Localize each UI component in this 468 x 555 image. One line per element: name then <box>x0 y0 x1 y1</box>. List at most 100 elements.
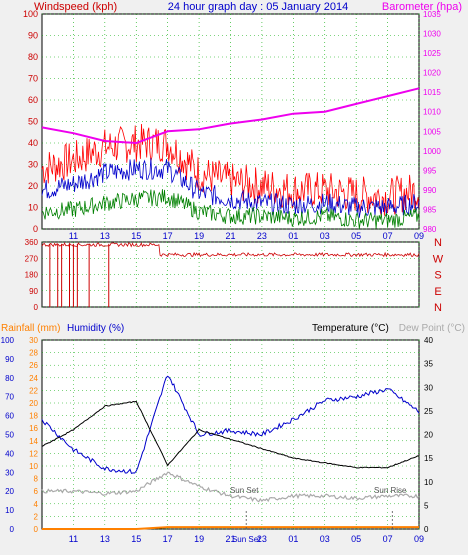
wind-average-line <box>41 158 420 218</box>
wind-xtick-label: 15 <box>131 231 141 241</box>
rain-ytick-label: 24 <box>29 374 38 383</box>
temperature-ytick-label: 30 <box>424 383 433 392</box>
wind-xtick-label: 11 <box>69 231 78 241</box>
bottom-xtick-label: 03 <box>320 534 330 544</box>
humidity-ytick-label: 80 <box>5 374 14 383</box>
bottom-xtick-label: 07 <box>383 534 393 544</box>
bottom-xtick-label: 21 <box>225 534 235 544</box>
direction-ytick-label: 0 <box>34 303 39 312</box>
humidity-axis-title: Humidity (%) <box>67 323 124 334</box>
wind-ytick-label: 50 <box>28 117 38 127</box>
temperature-ytick-label: 0 <box>424 525 429 534</box>
direction-ytick-label: 90 <box>29 287 38 296</box>
bottom-xtick-label: 05 <box>351 534 361 544</box>
barometer-ytick-label: 1010 <box>423 108 441 117</box>
temperature-axis-title: Temperature (°C) <box>312 323 389 334</box>
wind-xtick-label: 01 <box>288 231 298 241</box>
humidity-ytick-label: 90 <box>5 355 14 364</box>
windspeed-axis-title: Windspeed (kph) <box>34 1 117 13</box>
rain-ytick-label: 18 <box>29 412 38 421</box>
barometer-ytick-label: 995 <box>423 166 437 175</box>
wind-xtick-label: 05 <box>351 231 361 241</box>
bottom-xtick-label: 11 <box>69 534 78 544</box>
rain-ytick-label: 14 <box>29 437 38 446</box>
wind-ytick-label: 10 <box>28 203 38 213</box>
bottom-xtick-label: Sun Set <box>232 535 261 544</box>
barometer-ytick-label: 1020 <box>423 69 441 78</box>
dewpoint-line <box>41 471 420 503</box>
rain-ytick-label: 4 <box>34 500 39 509</box>
barometer-ytick-label: 980 <box>423 225 437 234</box>
humidity-ytick-label: 100 <box>1 336 15 345</box>
wind-ytick-label: 0 <box>33 224 38 234</box>
direction-ytick-label: 270 <box>25 254 39 263</box>
rain-ytick-label: 8 <box>34 475 39 484</box>
barometer-ytick-label: 1030 <box>423 30 441 39</box>
humidity-line <box>41 375 420 475</box>
temperature-ytick-label: 40 <box>424 336 433 345</box>
rain-ytick-label: 20 <box>29 399 38 408</box>
barometer-ytick-label: 985 <box>423 205 437 214</box>
temperature-ytick-label: 25 <box>424 407 433 416</box>
bottom-xtick-label: 23 <box>257 534 267 544</box>
rain-ytick-label: 28 <box>29 349 38 358</box>
wind-xtick-label: 23 <box>257 231 267 241</box>
sunset-label: Sun Set <box>230 486 259 495</box>
wind-ytick-label: 40 <box>28 138 38 148</box>
rain-ytick-label: 12 <box>29 449 38 458</box>
barometer-ytick-label: 1000 <box>423 147 441 156</box>
wind-ytick-label: 90 <box>28 31 38 41</box>
bottom-xtick-label: 13 <box>100 534 110 544</box>
barometer-axis-title: Barometer (hpa) <box>382 1 462 13</box>
wind-ytick-label: 70 <box>28 74 38 84</box>
temperature-line <box>41 400 420 469</box>
rainfall-line <box>42 526 419 530</box>
compass-label: S <box>434 270 441 282</box>
wind-gust-line <box>41 123 420 216</box>
bottom-xtick-label: 09 <box>414 534 424 544</box>
bottom-xtick-label: 17 <box>163 534 173 544</box>
rain-ytick-label: 26 <box>29 361 38 370</box>
humidity-ytick-label: 0 <box>10 525 15 534</box>
chart-marks: 0102030405060708090100980985990995100010… <box>1 9 444 544</box>
rain-ytick-label: 16 <box>29 424 38 433</box>
rain-ytick-label: 6 <box>34 487 39 496</box>
barometer-ytick-label: 990 <box>423 186 437 195</box>
humidity-ytick-label: 60 <box>5 412 14 421</box>
direction-ytick-label: 180 <box>25 271 39 280</box>
wind-ytick-label: 30 <box>28 160 38 170</box>
rainfall-axis-title: Rainfall (mm) <box>1 323 60 334</box>
humidity-ytick-label: 70 <box>5 393 14 402</box>
temperature-ytick-label: 15 <box>424 454 433 463</box>
humidity-ytick-label: 40 <box>5 449 14 458</box>
temperature-ytick-label: 10 <box>424 478 433 487</box>
wind-xtick-label: 07 <box>383 231 393 241</box>
sunrise-label: Sun Rise <box>374 486 407 495</box>
compass-label: N <box>434 302 442 314</box>
barometer-ytick-label: 1025 <box>423 49 441 58</box>
wind-xtick-label: 17 <box>163 231 173 241</box>
wind-ytick-label: 20 <box>28 181 38 191</box>
bottom-xtick-label: 01 <box>288 534 298 544</box>
barometer-ytick-label: 1015 <box>423 88 441 97</box>
temperature-ytick-label: 5 <box>424 501 429 510</box>
temperature-ytick-label: 35 <box>424 360 433 369</box>
barometer-ytick-label: 1035 <box>423 10 441 19</box>
wind-low-line <box>41 189 420 229</box>
wind-ytick-label: 60 <box>28 95 38 105</box>
humidity-ytick-label: 20 <box>5 487 14 496</box>
wind-xtick-label: 19 <box>194 231 204 241</box>
direction-ytick-label: 360 <box>25 238 39 247</box>
wind-ytick-label: 100 <box>23 9 38 19</box>
rain-ytick-label: 22 <box>29 386 38 395</box>
rain-ytick-label: 10 <box>29 462 38 471</box>
graph-title: 24 hour graph day : 05 January 2014 <box>168 1 348 13</box>
barometer-ytick-label: 1005 <box>423 127 441 136</box>
rain-ytick-label: 30 <box>29 336 38 345</box>
rain-ytick-label: 0 <box>34 525 39 534</box>
compass-label: N <box>434 237 442 249</box>
wind-direction-line <box>41 242 420 258</box>
bottom-xtick-label: 15 <box>131 534 141 544</box>
wind-xtick-label: 13 <box>100 231 110 241</box>
